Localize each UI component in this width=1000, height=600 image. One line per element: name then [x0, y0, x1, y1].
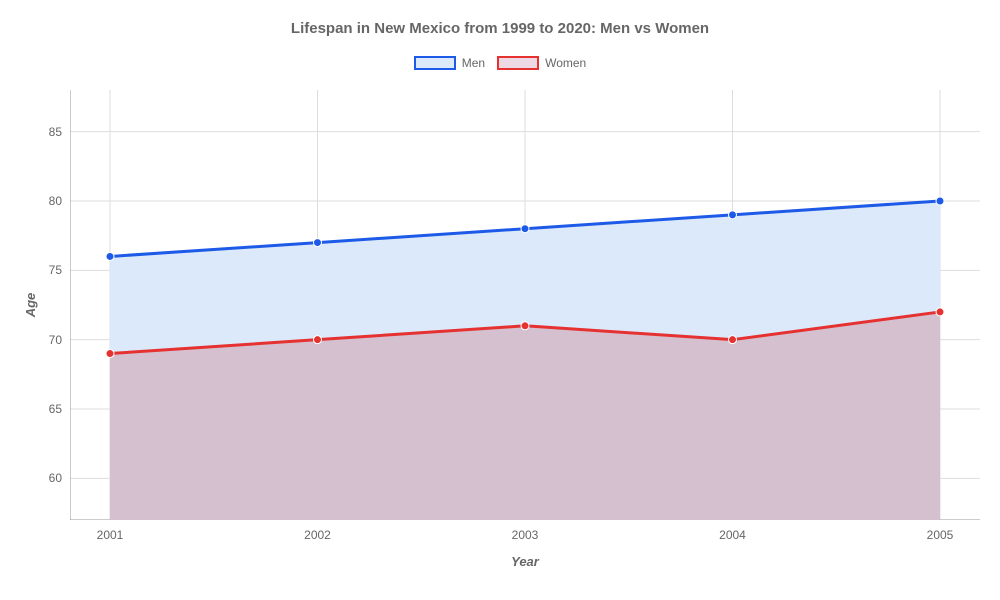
y-tick-label: 60	[49, 471, 70, 485]
y-tick-label: 85	[49, 125, 70, 139]
legend-item-women: Women	[497, 56, 586, 70]
plot-area: 60657075808520012002200320042005	[70, 90, 980, 520]
y-tick-label: 75	[49, 263, 70, 277]
y-axis-label: Age	[23, 293, 38, 318]
chart-svg	[70, 90, 980, 520]
y-tick-label: 80	[49, 194, 70, 208]
legend-swatch-women	[497, 56, 539, 70]
legend-label-women: Women	[545, 56, 586, 70]
chart-container: Lifespan in New Mexico from 1999 to 2020…	[0, 0, 1000, 600]
legend-label-men: Men	[462, 56, 485, 70]
x-axis-label: Year	[511, 554, 539, 569]
y-tick-label: 70	[49, 333, 70, 347]
y-tick-label: 65	[49, 402, 70, 416]
legend: Men Women	[0, 56, 1000, 70]
x-tick-label: 2005	[927, 520, 954, 542]
x-tick-label: 2001	[97, 520, 124, 542]
legend-swatch-men	[414, 56, 456, 70]
legend-item-men: Men	[414, 56, 485, 70]
x-tick-label: 2002	[304, 520, 331, 542]
x-tick-label: 2003	[512, 520, 539, 542]
chart-title: Lifespan in New Mexico from 1999 to 2020…	[0, 20, 1000, 37]
x-tick-label: 2004	[719, 520, 746, 542]
